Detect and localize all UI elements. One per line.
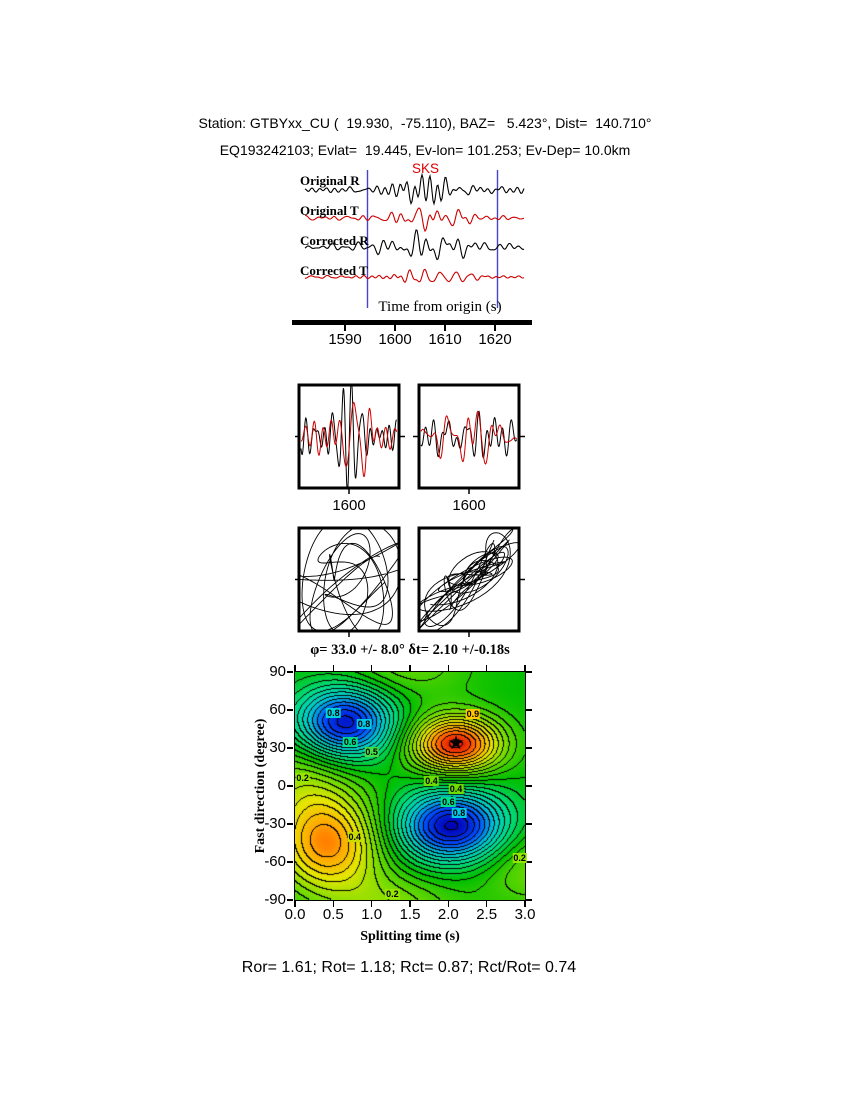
contour-inline-label: 0.4 (347, 831, 363, 842)
contour-x-tick (447, 665, 450, 671)
contour-x-tick (409, 901, 411, 907)
phase-label-sks: SKS (412, 161, 440, 176)
windowed-trace-red (301, 401, 398, 478)
particle-motion-curve (300, 529, 398, 630)
contour-y-tick (526, 899, 532, 901)
contour-inline-label: 0.2 (385, 888, 400, 899)
time-axis-tick (344, 325, 346, 331)
contour-x-tick (485, 665, 488, 671)
time-axis-tick-label: 1600 (378, 331, 412, 348)
contour-x-tick (332, 901, 335, 907)
time-axis-tick (494, 325, 496, 331)
contour-x-tick-label: 2.5 (476, 906, 498, 923)
time-axis-tick-label: 1610 (428, 331, 462, 348)
contour-inline-label: 0.4 (448, 783, 464, 794)
time-axis-tick (444, 325, 446, 331)
contour-x-tick (370, 901, 373, 907)
contour-y-tick-label: -30 (264, 815, 286, 832)
contour-x-tick-label: 0.5 (322, 906, 344, 923)
trace-label-corrected-r: Corrected R (300, 233, 369, 248)
seismogram-trace (305, 207, 525, 233)
particle-motion-curve (420, 529, 518, 630)
contour-y-tick (287, 861, 293, 863)
contour-x-tick-label: 2.0 (437, 906, 459, 923)
contour-y-tick (526, 747, 532, 749)
time-axis-bar (292, 320, 532, 325)
contour-y-tick (287, 785, 293, 787)
trace-label-original-r: Original R (300, 173, 360, 188)
contour-y-tick (526, 823, 532, 825)
result-summary: Ror= 1.61; Rot= 1.18; Rct= 0.87; Rct/Rot… (241, 959, 577, 976)
trace-label-original-t: Original T (300, 203, 359, 218)
contour-x-tick (524, 901, 526, 907)
contour-y-tick-label: 90 (269, 663, 286, 680)
contour-x-tick-label: 1.5 (399, 906, 421, 923)
contour-y-tick (287, 747, 293, 749)
contour-x-tick-label: 1.0 (361, 906, 383, 923)
time-axis-tick (394, 325, 396, 331)
contour-inline-label: 0.8 (326, 707, 341, 718)
contour-y-tick (287, 823, 293, 825)
contour-inline-label: 0.9 (465, 708, 481, 719)
contour-y-tick (526, 861, 532, 863)
error-surface-heatmap (294, 671, 526, 901)
contour-x-tick (294, 901, 296, 907)
seismogram-trace (304, 229, 525, 261)
best-solution-star: ★ (447, 733, 465, 754)
contour-inline-label: 0.6 (441, 797, 456, 808)
time-axis-tick-label: 1590 (328, 331, 362, 348)
contour-x-tick (409, 665, 411, 671)
contour-y-tick-label: 30 (269, 739, 286, 756)
contour-x-tick (485, 901, 488, 907)
contour-x-tick (524, 665, 526, 671)
window-panels (295, 383, 525, 637)
contour-inline-label: 0.2 (512, 853, 527, 864)
contour-x-tick (370, 665, 373, 671)
seismogram-trace (304, 268, 525, 284)
contour-y-tick (526, 671, 532, 673)
contour-x-tick (294, 665, 296, 671)
seismogram-panel (304, 170, 525, 308)
station-header: Station: GTBYxx_CU ( 19.930, -75.110), B… (198, 115, 652, 131)
time-axis-label: Time from origin (s) (378, 299, 502, 315)
contour-inline-label: 0.4 (424, 775, 439, 786)
contour-title: φ= 33.0 +/- 8.0° δt= 2.10 +/-0.18s (310, 642, 510, 658)
contour-y-tick (287, 899, 293, 901)
contour-inline-label: 0.8 (451, 807, 467, 818)
time-axis-tick-label: 1620 (478, 331, 512, 348)
window-tick-label-left: 1600 (332, 497, 366, 514)
contour-y-tick (526, 785, 532, 787)
contour-x-tick-label: 0.0 (284, 906, 306, 923)
windowed-trace-red (420, 410, 517, 465)
contour-inline-label: 0.8 (356, 718, 372, 729)
event-header: EQ193242103; Evlat= 19.445, Ev-lon= 101.… (219, 142, 631, 158)
contour-y-tick-label: 60 (269, 701, 286, 718)
trace-label-corrected-t: Corrected T (300, 263, 368, 278)
contour-inline-label: 0.2 (295, 773, 310, 784)
contour-x-tick (447, 901, 450, 907)
contour-y-tick (526, 709, 532, 711)
contour-inline-label: 0.5 (364, 746, 379, 757)
windowed-trace-black (420, 410, 518, 459)
contour-y-tick-label: -90 (264, 891, 286, 908)
contour-y-tick (287, 709, 293, 711)
contour-xlabel: Splitting time (s) (360, 929, 460, 944)
contour-inline-label: 0.6 (342, 736, 358, 747)
contour-y-tick (287, 671, 293, 673)
windowed-trace-black (300, 386, 397, 487)
contour-x-tick-label: 3.0 (514, 906, 536, 923)
contour-y-tick-label: 0 (277, 777, 286, 794)
window-tick-label-right: 1600 (452, 497, 486, 514)
seismogram-trace (304, 172, 525, 206)
contour-y-tick-label: -60 (264, 853, 286, 870)
contour-x-tick (332, 665, 335, 671)
